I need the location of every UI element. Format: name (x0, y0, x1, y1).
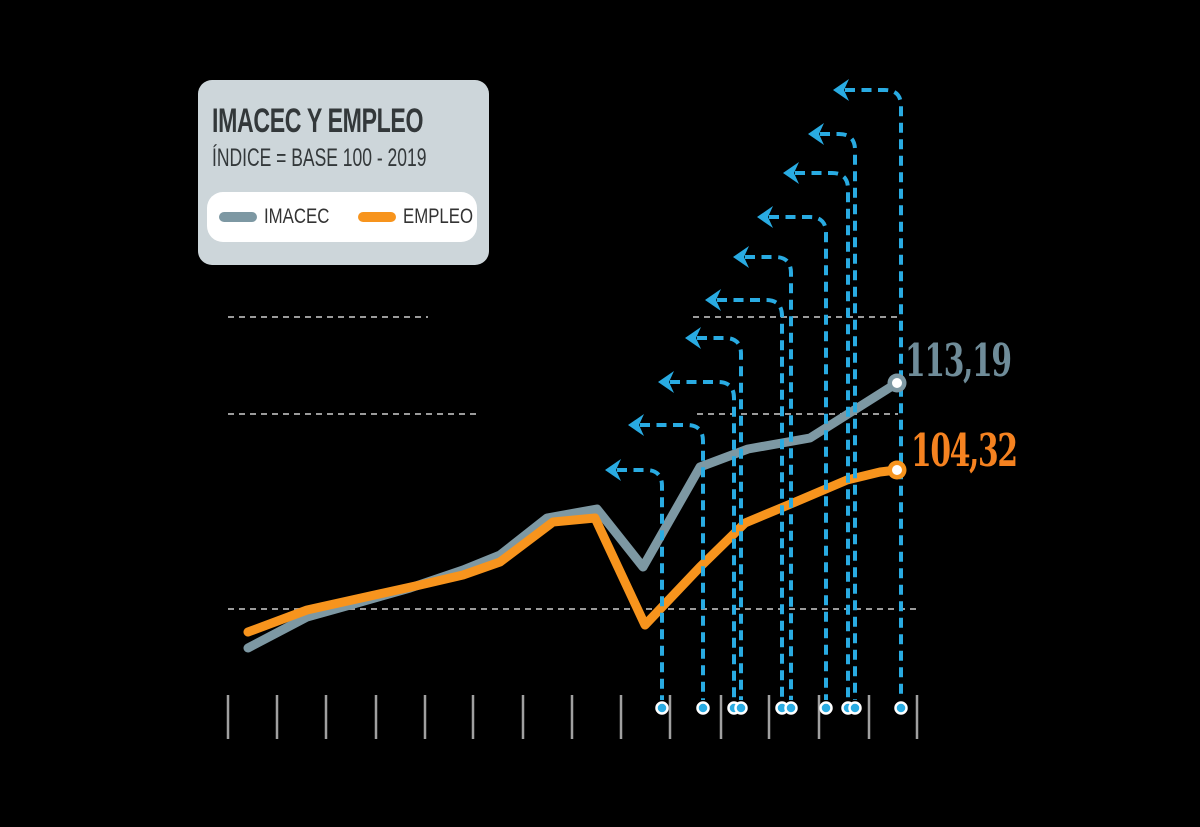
axis-marker-dot (848, 701, 862, 715)
annotation-arrow-line (617, 468, 664, 700)
annotation-arrow-line (697, 336, 743, 700)
annotation-arrow-line (769, 215, 828, 700)
axis-marker-dot (784, 701, 798, 715)
arrowhead-left-icon (685, 327, 701, 349)
axis-marker-dot (894, 701, 908, 715)
arrowhead-left-icon (833, 79, 849, 101)
annotation-arrow-line (820, 132, 857, 700)
arrowhead-left-icon (628, 414, 644, 436)
annotation-arrow-line (640, 423, 705, 700)
title-card: IMACEC Y EMPLEO ÍNDICE = BASE 100 - 2019… (198, 80, 489, 265)
annotation-arrow-line (717, 298, 784, 700)
arrowhead-left-icon (605, 459, 621, 481)
arrowhead-left-icon (808, 123, 824, 145)
empleo-legend-swatch (357, 212, 396, 222)
empleo-legend-label: EMPLEO (402, 205, 473, 228)
empleo-line (243, 465, 902, 637)
chart-title: IMACEC Y EMPLEO (212, 102, 424, 140)
axis-marker-dot (819, 701, 833, 715)
chart-subtitle: ÍNDICE = BASE 100 - 2019 (212, 144, 427, 172)
imacec-end-value: 113,19 (905, 334, 1012, 387)
arrowhead-left-icon (783, 162, 799, 184)
annotation-arrow-line (670, 380, 736, 700)
endpoint-dot-center (892, 465, 902, 475)
axis-marker-dot (734, 701, 748, 715)
empleo-end-value: 104,32 (911, 424, 1018, 477)
axis-marker-dot (655, 701, 669, 715)
imacec-legend-swatch (219, 212, 257, 222)
axis-marker-dot (696, 701, 710, 715)
annotation-arrow-line (845, 88, 903, 700)
arrowhead-left-icon (757, 206, 773, 228)
endpoint-dot-center (892, 378, 902, 388)
arrowhead-left-icon (705, 289, 721, 311)
arrowhead-left-icon (658, 371, 674, 393)
arrowhead-left-icon (733, 246, 749, 268)
annotation-arrow-line (745, 255, 793, 700)
imacec-legend-label: IMACEC (264, 205, 330, 228)
legend: IMACEC EMPLEO (207, 192, 477, 242)
annotation-arrow-line (795, 171, 850, 700)
